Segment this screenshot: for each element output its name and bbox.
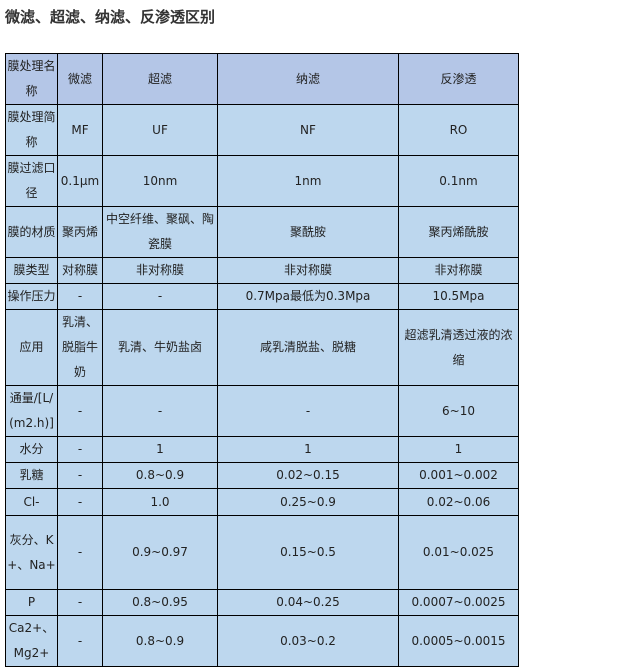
table-row: 应用 乳清、脱脂牛奶 乳清、牛奶盐卤 咸乳清脱盐、脱糖 超滤乳清透过液的浓缩 bbox=[5, 309, 519, 386]
row-label-cell: 乳糖 bbox=[5, 462, 58, 489]
table-cell: 1 bbox=[398, 436, 519, 463]
table-cell: - bbox=[57, 283, 103, 310]
table-header-row: 膜处理名称 微滤 超滤 纳滤 反渗透 bbox=[5, 53, 519, 105]
table-cell: 非对称膜 bbox=[398, 257, 519, 284]
table-cell: 0.02~0.06 bbox=[398, 488, 519, 516]
table-cell: MF bbox=[57, 104, 103, 156]
table-cell: 0.7Mpa最低为0.3Mpa bbox=[217, 283, 399, 310]
table-cell: 0.04~0.25 bbox=[217, 589, 399, 616]
table-cell: 1nm bbox=[217, 155, 399, 207]
table-cell: 0.03~0.2 bbox=[217, 615, 399, 667]
table-row: 灰分、K+、Na+ -0.9~0.97 0.15~0.5 0.01~0.025 bbox=[5, 515, 519, 590]
table-cell: - bbox=[57, 488, 103, 516]
row-label-cell: Cl- bbox=[5, 488, 58, 516]
table-cell: 0.25~0.9 bbox=[217, 488, 399, 516]
table-row: 乳糖 -0.8~0.9 0.02~0.15 0.001~0.002 bbox=[5, 462, 519, 489]
table-cell: 0.02~0.15 bbox=[217, 462, 399, 489]
table-cell: 超滤 bbox=[102, 53, 218, 105]
table-cell: 6~10 bbox=[398, 385, 519, 437]
table-cell: 超滤乳清透过液的浓缩 bbox=[398, 309, 519, 386]
row-label-cell: 灰分、K+、Na+ bbox=[5, 515, 58, 590]
table-cell: 0.1μm bbox=[57, 155, 103, 207]
table-cell: 纳滤 bbox=[217, 53, 399, 105]
table-cell: 0.15~0.5 bbox=[217, 515, 399, 590]
table-cell: 0.9~0.97 bbox=[102, 515, 218, 590]
table-cell: - bbox=[57, 385, 103, 437]
table-cell: 10.5Mpa bbox=[398, 283, 519, 310]
table-cell: 微滤 bbox=[57, 53, 103, 105]
table-cell: 乳清、脱脂牛奶 bbox=[57, 309, 103, 386]
table-cell: 聚酰胺 bbox=[217, 206, 399, 258]
table-cell: - bbox=[57, 436, 103, 463]
membrane-comparison-table: 膜处理名称 微滤 超滤 纳滤 反渗透 膜处理简称 MF UF NF RO 膜过滤口径 0.1μm 10n… bbox=[5, 53, 519, 667]
row-label-cell: P bbox=[5, 589, 58, 616]
table-cell: 0.0007~0.0025 bbox=[398, 589, 519, 616]
table-cell: 非对称膜 bbox=[102, 257, 218, 284]
row-label-cell: 膜的材质 bbox=[5, 206, 58, 258]
row-label-cell: 操作压力 bbox=[5, 283, 58, 310]
table-cell: - bbox=[57, 462, 103, 489]
table-cell: 1.0 bbox=[102, 488, 218, 516]
row-label-cell: 应用 bbox=[5, 309, 58, 386]
table-cell: 1 bbox=[102, 436, 218, 463]
table-cell: 1 bbox=[217, 436, 399, 463]
table-row: Ca2+、Mg2+ -0.8~0.9 0.03~0.2 0.0005~0.0015 bbox=[5, 615, 519, 667]
table-cell: 中空纤维、聚砜、陶瓷膜 bbox=[102, 206, 218, 258]
table-row: P -0.8~0.95 0.04~0.25 0.0007~0.0025 bbox=[5, 589, 519, 616]
table-cell: - bbox=[57, 615, 103, 667]
table-cell: 聚丙烯 bbox=[57, 206, 103, 258]
table-cell: 0.001~0.002 bbox=[398, 462, 519, 489]
table-row: 通量/[L/(m2.h)] - - -6~10 bbox=[5, 385, 519, 437]
table-cell: 反渗透 bbox=[398, 53, 519, 105]
table-cell: 0.8~0.9 bbox=[102, 462, 218, 489]
table-cell: 0.1nm bbox=[398, 155, 519, 207]
row-label-cell: 通量/[L/(m2.h)] bbox=[5, 385, 58, 437]
table-row: 膜处理简称 MF UF NF RO bbox=[5, 104, 519, 156]
table-cell: 咸乳清脱盐、脱糖 bbox=[217, 309, 399, 386]
table-row: 水分 -1 1 1 bbox=[5, 436, 519, 463]
table-cell: - bbox=[57, 589, 103, 616]
table-cell: - bbox=[57, 515, 103, 590]
table-cell: 0.8~0.95 bbox=[102, 589, 218, 616]
row-label-cell: 水分 bbox=[5, 436, 58, 463]
table-cell: NF bbox=[217, 104, 399, 156]
table-cell: 0.0005~0.0015 bbox=[398, 615, 519, 667]
table-cell: - bbox=[102, 385, 218, 437]
table-cell: RO bbox=[398, 104, 519, 156]
page-title: 微滤、超滤、纳滤、反渗透区别 bbox=[5, 8, 216, 26]
table-row: 操作压力 - -0.7Mpa最低为0.3Mpa 10.5Mpa bbox=[5, 283, 519, 310]
row-label-cell: 膜处理简称 bbox=[5, 104, 58, 156]
table-cell: UF bbox=[102, 104, 218, 156]
table-cell: - bbox=[102, 283, 218, 310]
table-cell: 乳清、牛奶盐卤 bbox=[102, 309, 218, 386]
table-cell: 10nm bbox=[102, 155, 218, 207]
table-cell: 0.8~0.9 bbox=[102, 615, 218, 667]
table-cell: 0.01~0.025 bbox=[398, 515, 519, 590]
table-cell: 聚丙烯酰胺 bbox=[398, 206, 519, 258]
table-row: 膜的材质 聚丙烯 中空纤维、聚砜、陶瓷膜 聚酰胺 聚丙烯酰胺 bbox=[5, 206, 519, 258]
table-row: 膜过滤口径 0.1μm 10nm 1nm 0.1nm bbox=[5, 155, 519, 207]
table-row: Cl- -1.0 0.25~0.9 0.02~0.06 bbox=[5, 488, 519, 516]
table-cell: 非对称膜 bbox=[217, 257, 399, 284]
table-cell: - bbox=[217, 385, 399, 437]
table-cell: 对称膜 bbox=[57, 257, 103, 284]
row-label-cell: 膜类型 bbox=[5, 257, 58, 284]
row-label-cell: Ca2+、Mg2+ bbox=[5, 615, 58, 667]
row-label-cell: 膜处理名称 bbox=[5, 53, 58, 105]
table-row: 膜类型 对称膜 非对称膜 非对称膜 非对称膜 bbox=[5, 257, 519, 284]
row-label-cell: 膜过滤口径 bbox=[5, 155, 58, 207]
